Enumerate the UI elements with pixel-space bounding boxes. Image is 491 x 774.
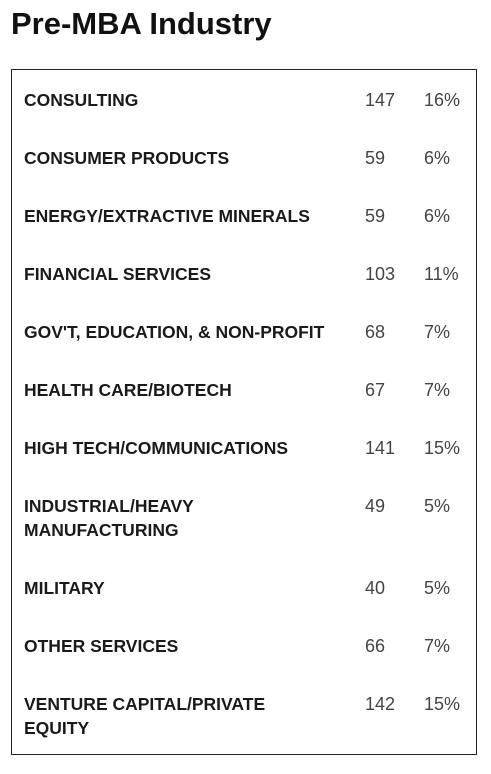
table-row: OTHER SERVICES 66 7% (24, 634, 476, 692)
percentage: 15% (424, 694, 461, 714)
industry-label: ENERGY/EXTRACTIVE MINERALS (24, 206, 310, 226)
student-count: 66 (365, 636, 386, 656)
student-count: 147 (365, 90, 396, 110)
industry-label: CONSUMER PRODUCTS (24, 148, 230, 168)
student-count: 103 (365, 264, 396, 284)
industry-label: HEALTH CARE/BIOTECH (24, 380, 232, 400)
percentage: 7% (424, 322, 451, 342)
student-count: 40 (365, 578, 386, 598)
industry-label: MILITARY (24, 578, 105, 598)
industry-label: GOV'T, EDUCATION, & NON-PROFIT (24, 322, 325, 342)
percentage: 16% (424, 90, 461, 110)
percentage: 15% (424, 438, 461, 458)
table-row: INDUSTRIAL/HEAVY MANUFACTURING 49 5% (24, 494, 476, 576)
student-count: 67 (365, 380, 386, 400)
table-row: HEALTH CARE/BIOTECH 67 7% (24, 378, 476, 436)
percentage: 5% (424, 578, 451, 598)
industry-label: FINANCIAL SERVICES (24, 264, 212, 284)
table-row: MILITARY 40 5% (24, 576, 476, 634)
percentage: 7% (424, 636, 451, 656)
table-row: CONSUMER PRODUCTS 59 6% (24, 146, 476, 204)
table-row: FINANCIAL SERVICES 103 11% (24, 262, 476, 320)
student-count: 59 (365, 206, 386, 226)
student-count: 49 (365, 496, 386, 516)
industry-table: CONSULTING 147 16% CONSUMER PRODUCTS 59 … (11, 69, 477, 755)
table-row: VENTURE CAPITAL/PRIVATE EQUITY 142 15% (24, 692, 476, 774)
student-count: 141 (365, 438, 396, 458)
table-rows: CONSULTING 147 16% CONSUMER PRODUCTS 59 … (24, 88, 476, 774)
page-title: Pre-MBA Industry (11, 6, 272, 41)
percentage: 7% (424, 380, 451, 400)
table-row: CONSULTING 147 16% (24, 88, 476, 146)
student-count: 59 (365, 148, 386, 168)
table-row: GOV'T, EDUCATION, & NON-PROFIT 68 7% (24, 320, 476, 378)
student-count: 142 (365, 694, 396, 714)
percentage: 11% (424, 264, 459, 284)
industry-label: VENTURE CAPITAL/PRIVATE EQUITY (24, 694, 266, 738)
table-row: ENERGY/EXTRACTIVE MINERALS 59 6% (24, 204, 476, 262)
industry-label: HIGH TECH/COMMUNICATIONS (24, 438, 289, 458)
percentage: 6% (424, 148, 451, 168)
percentage: 5% (424, 496, 451, 516)
student-count: 68 (365, 322, 386, 342)
industry-label: CONSULTING (24, 90, 139, 110)
percentage: 6% (424, 206, 451, 226)
industry-label: OTHER SERVICES (24, 636, 179, 656)
table-row: HIGH TECH/COMMUNICATIONS 141 15% (24, 436, 476, 494)
industry-label: INDUSTRIAL/HEAVY MANUFACTURING (24, 496, 194, 540)
